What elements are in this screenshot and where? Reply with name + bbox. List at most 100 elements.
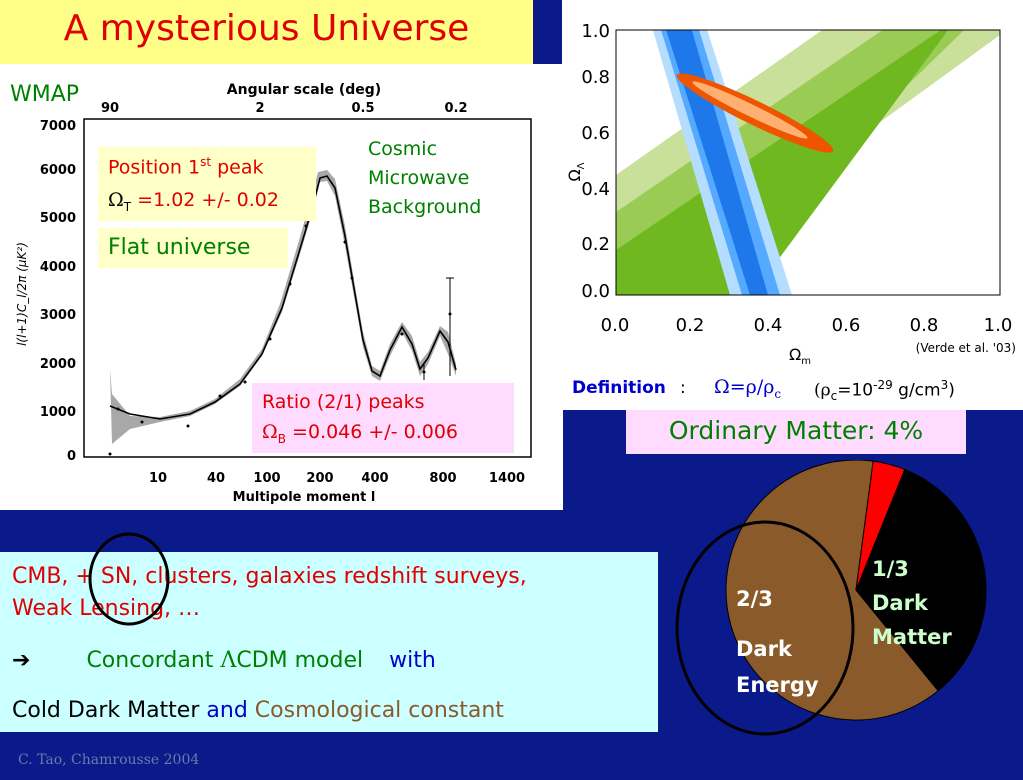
omega-baryon-number: =0.046 +/- 0.006 (286, 421, 459, 443)
formula-sub: c (774, 386, 782, 401)
y-axis-label: l(l+1)C_l/2π (μK²) (15, 242, 29, 346)
omega-plot-frame (615, 29, 1001, 296)
sn-highlight-circle (88, 532, 170, 626)
omega-x-symbol: Ω (789, 345, 801, 364)
arrow-icon: ➔ (12, 648, 31, 673)
top-axis-label: Angular scale (deg) (227, 82, 381, 98)
density-unit: g/cm (892, 380, 941, 401)
cold-dark-matter-text: Cold Dark Matter (12, 698, 200, 723)
cmb-data-point (108, 452, 112, 456)
omega-y-tick: 0.0 (581, 281, 610, 302)
omega-x-label: Ωm (789, 345, 811, 367)
omega-x-tick: 0.4 (754, 315, 783, 336)
omega-plot-area (616, 30, 1000, 295)
model-text: CDM model (236, 648, 364, 673)
omega-y-sub: Λ (576, 162, 587, 169)
omega-total-value: ΩT =1.02 +/- 0.02 (108, 189, 279, 214)
highlight-circle (675, 520, 855, 736)
peak-position-line1: Position 1st peak (108, 155, 264, 178)
dark-energy-label: Energy (736, 673, 819, 697)
paren-close: ) (948, 380, 955, 401)
citation: (Verde et al. '03) (916, 341, 1016, 355)
title-box: A mysterious Universe (0, 0, 533, 64)
pie-slice-ordinary-matter (855, 460, 906, 591)
flat-universe-box: Flat universe (98, 228, 288, 268)
omega-x-tick: 0.8 (910, 315, 939, 336)
cmb-data-point (343, 240, 347, 244)
highlight-circle (88, 532, 170, 626)
cmb-label-line: Cosmic (368, 138, 438, 160)
omega-y-tick: 1.0 (581, 21, 610, 42)
y-tick-label: 3000 (40, 308, 76, 323)
peak-text-end: peak (211, 156, 264, 179)
definition-formula: Ω=ρ/ρc (714, 376, 781, 401)
dark-energy-fraction: 2/3 (736, 587, 773, 611)
wmap-label: WMAP (10, 82, 80, 107)
cmb-band-inner (666, 30, 768, 295)
x-tick-label: 100 (253, 471, 280, 486)
components-line: Cold Dark Matter and Cosmological consta… (12, 698, 504, 723)
model-text: Concordant (86, 648, 221, 673)
omega-x-tick: 0.0 (601, 315, 630, 336)
x-tick-label: 1400 (489, 471, 525, 486)
and-text: and (206, 698, 248, 723)
pie-slice-dark-energy (725, 460, 939, 721)
cmb-label-line: Microwave (368, 167, 470, 189)
density-exp: -29 (873, 378, 893, 392)
x-tick-label: 40 (207, 471, 225, 486)
top-tick-label: 2 (255, 101, 264, 116)
omega-baryon-value: ΩB =0.046 +/- 0.006 (262, 421, 458, 446)
omega-y-tick: 0.4 (581, 179, 610, 200)
x-tick-label: 400 (361, 471, 388, 486)
dark-matter-fraction: 1/3 (872, 557, 909, 581)
pie-slice-dark-matter (855, 468, 987, 692)
peak-position-box: Position 1st peak ΩT =1.02 +/- 0.02 (98, 147, 316, 221)
peak-ratio-box: Ratio (2/1) peaks ΩB =0.046 +/- 0.006 (252, 383, 514, 453)
omega-sub: T (123, 199, 132, 214)
y-tick-label: 4000 (40, 260, 76, 275)
top-tick-label: 90 (101, 101, 119, 116)
omega-total-number: =1.02 +/- 0.02 (131, 189, 279, 211)
page-title: A mysterious Universe (63, 8, 470, 49)
y-tick-label: 0 (67, 449, 76, 464)
dark-matter-label: Dark (872, 591, 929, 615)
omega-x-tick: 0.2 (676, 315, 705, 336)
lambda-symbol: Λ (220, 648, 237, 673)
x-tick-label: 800 (429, 471, 456, 486)
cmb-data-point (218, 394, 222, 398)
y-tick-label: 2000 (40, 357, 76, 372)
cmb-data-point (186, 424, 190, 428)
sn-contour-inner (616, 30, 949, 295)
omega-chart: 1.0 0.8 0.6 0.4 0.2 0.0 0.0 0.2 0.4 0.6 … (565, 21, 1016, 367)
dark-matter-label: Matter (872, 625, 952, 649)
omega-panel: 1.0 0.8 0.6 0.4 0.2 0.0 0.0 0.2 0.4 0.6 … (562, 0, 1023, 372)
cmb-label-line: Background (368, 196, 482, 218)
density-value: =10 (837, 380, 874, 401)
cmb-data-points (108, 224, 452, 456)
definition-box: Definition : Ω=ρ/ρc (ρc=10-29 g/cm3) (562, 372, 1023, 410)
x-tick-label: 200 (306, 471, 333, 486)
omega-x-sub: m (801, 356, 811, 367)
cmb-data-point (243, 380, 247, 384)
omega-y-tick: 0.8 (581, 67, 610, 88)
paren-open: (ρ (814, 380, 831, 401)
y-tick-label: 1000 (40, 405, 76, 420)
cmb-data-point (116, 407, 120, 411)
formula-text: Ω=ρ/ρ (714, 376, 775, 398)
unit-exp: 3 (940, 378, 949, 392)
footer-credit: C. Tao, Chamrousse 2004 (18, 752, 200, 768)
omega-sub: B (277, 431, 286, 446)
omega-x-tick: 1.0 (984, 315, 1013, 336)
top-tick-label: 0.2 (444, 101, 467, 116)
top-tick-label: 0.5 (351, 101, 374, 116)
cmb-best-fit-curve (109, 175, 457, 420)
omega-y-label: ΩΛ (565, 162, 587, 181)
omega-symbol: Ω (108, 189, 124, 211)
cmb-data-point (140, 420, 144, 424)
peak-sup: st (200, 155, 212, 169)
peak-text: Position 1 (108, 156, 201, 179)
omega-symbol: Ω (262, 421, 278, 443)
dark-energy-label: Dark (736, 637, 793, 661)
cmb-data-point (268, 337, 272, 341)
cmb-chart: Angular scale (deg) 90 2 0.5 0.2 7000 60… (15, 82, 532, 505)
